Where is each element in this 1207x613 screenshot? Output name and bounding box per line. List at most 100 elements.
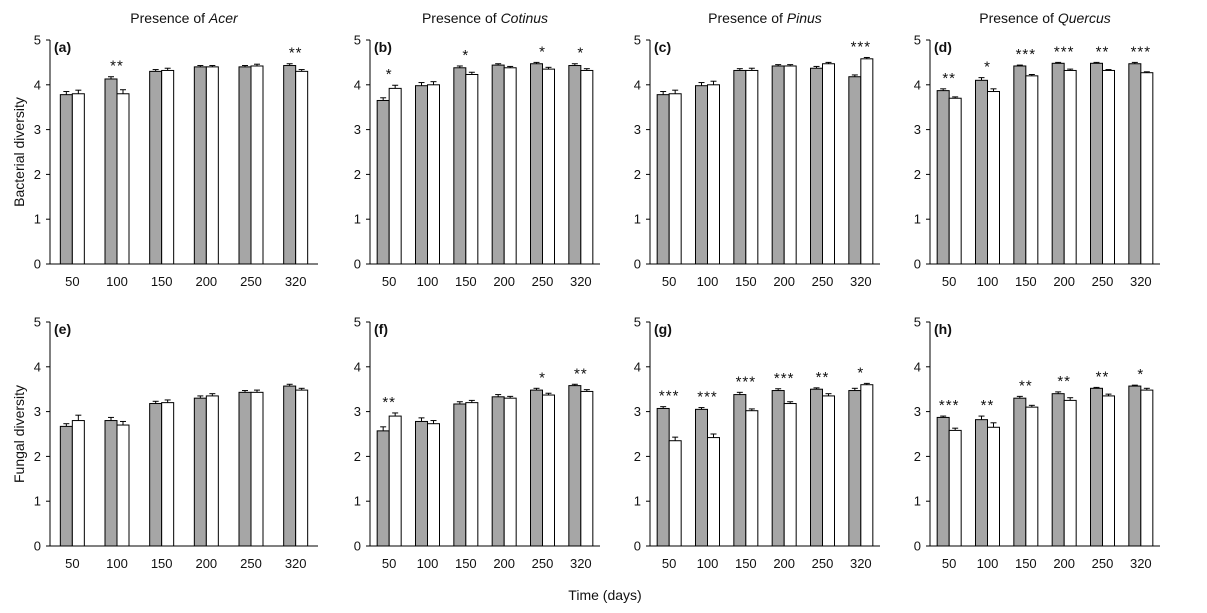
y-tick-label: 0	[634, 539, 641, 554]
significance-label: *	[577, 45, 584, 62]
x-tick-label: 100	[106, 556, 128, 571]
y-tick-label: 3	[914, 404, 921, 419]
panel: 0 1 2 3 4 5 (g) 50 *** 100 *** 150 *** 200 *** 250 ** 320…	[634, 315, 880, 571]
y-tick-label: 2	[914, 449, 921, 464]
panel: 0 1 2 3 4 5 (f) 50 ** 100 150 200 250 * 320 **	[354, 315, 600, 571]
bar-absent	[771, 390, 785, 547]
x-tick-label: 100	[106, 274, 128, 289]
x-tick-label: 150	[1015, 556, 1037, 571]
bar-absent	[1090, 387, 1103, 547]
bar-present	[250, 391, 264, 547]
x-tick-label: 100	[697, 556, 719, 571]
significance-label: **	[1096, 43, 1110, 60]
bar-present	[465, 73, 479, 265]
bar-present	[987, 91, 1000, 265]
y-tick-label: 2	[34, 449, 41, 464]
bar-absent	[810, 388, 823, 547]
bar-absent	[1128, 385, 1142, 547]
x-tick-label: 320	[1130, 556, 1152, 571]
y-tick-label: 0	[354, 539, 361, 554]
significance-label: ***	[1016, 46, 1037, 63]
x-tick-label: 50	[662, 274, 676, 289]
y-tick-label: 1	[34, 212, 41, 227]
x-tick-label: 150	[735, 556, 757, 571]
y-tick-label: 1	[634, 494, 641, 509]
bar-present	[503, 67, 517, 265]
x-tick-label: 150	[455, 274, 477, 289]
x-tick-label: 250	[812, 556, 834, 571]
x-tick-label: 250	[812, 274, 834, 289]
y-tick-label: 0	[914, 257, 921, 272]
y-tick-label: 2	[34, 167, 41, 182]
bar-absent	[695, 408, 708, 547]
x-tick-label: 250	[240, 274, 262, 289]
bar-present	[116, 424, 130, 547]
x-tick-label: 200	[195, 556, 217, 571]
bar-absent	[491, 396, 505, 547]
panel-label: (e)	[54, 321, 71, 337]
significance-label: *	[857, 364, 864, 381]
x-tick-label: 200	[493, 556, 515, 571]
y-tick-label: 0	[914, 539, 921, 554]
y-tick-label: 0	[34, 257, 41, 272]
bar-present	[668, 93, 682, 265]
significance-label: *	[539, 43, 546, 60]
y-tick-label: 2	[354, 167, 361, 182]
x-tick-label: 150	[151, 274, 173, 289]
bar-present	[1063, 69, 1077, 265]
significance-label: *	[1137, 366, 1144, 383]
bar-absent	[771, 65, 785, 265]
bar-absent	[453, 403, 467, 547]
bar-absent	[810, 67, 823, 265]
bar-present	[745, 410, 759, 547]
x-tick-label: 50	[942, 556, 956, 571]
x-tick-label: 320	[850, 274, 872, 289]
significance-label: ***	[659, 388, 680, 405]
x-tick-label: 50	[382, 274, 396, 289]
column-title-prefix: Presence of	[422, 10, 501, 26]
bar-absent	[283, 65, 297, 265]
significance-label: *	[539, 369, 546, 386]
bar-present	[948, 97, 962, 265]
bar-absent	[149, 70, 163, 265]
significance-label: **	[942, 70, 956, 87]
column-title-genus: Quercus	[1058, 10, 1111, 26]
bar-absent	[975, 79, 988, 265]
bar-present	[822, 63, 835, 265]
bar-present	[465, 402, 479, 547]
bar-present	[388, 87, 402, 265]
y-tick-label: 5	[354, 33, 361, 48]
y-tick-label: 3	[914, 122, 921, 137]
y-tick-label: 4	[914, 77, 921, 92]
bar-present	[860, 58, 874, 265]
bar-absent	[848, 390, 862, 547]
y-tick-label: 3	[354, 122, 361, 137]
panel: 0 1 2 3 4 5 (d) 50 ** 100 * 150 *** 200 *** 250 ** 320 ***	[914, 33, 1160, 289]
bar-absent	[936, 90, 950, 265]
x-tick-label: 50	[382, 556, 396, 571]
y-tick-label: 4	[914, 359, 921, 374]
bar-present	[668, 440, 682, 547]
bar-absent	[149, 403, 163, 547]
y-tick-label: 1	[914, 212, 921, 227]
significance-label: ***	[1131, 43, 1152, 60]
bar-absent	[656, 407, 670, 547]
bar-absent	[695, 85, 708, 265]
y-tick-label: 0	[34, 539, 41, 554]
bar-absent	[376, 430, 390, 547]
bar-absent	[193, 397, 207, 547]
bar-absent	[1090, 62, 1103, 265]
panel: 0 1 2 3 4 5 (b) 50 * 100 150 * 200 250 * 320 *	[354, 33, 600, 289]
bar-present	[427, 84, 440, 265]
bar-absent	[104, 78, 118, 265]
bar-absent	[568, 65, 582, 265]
significance-label: **	[382, 394, 396, 411]
significance-label: **	[1019, 377, 1033, 394]
x-tick-label: 100	[697, 274, 719, 289]
x-tick-label: 250	[532, 274, 554, 289]
x-tick-label: 200	[1053, 274, 1075, 289]
bar-present	[783, 65, 797, 265]
bar-present	[860, 384, 874, 547]
y-tick-label: 4	[34, 359, 41, 374]
